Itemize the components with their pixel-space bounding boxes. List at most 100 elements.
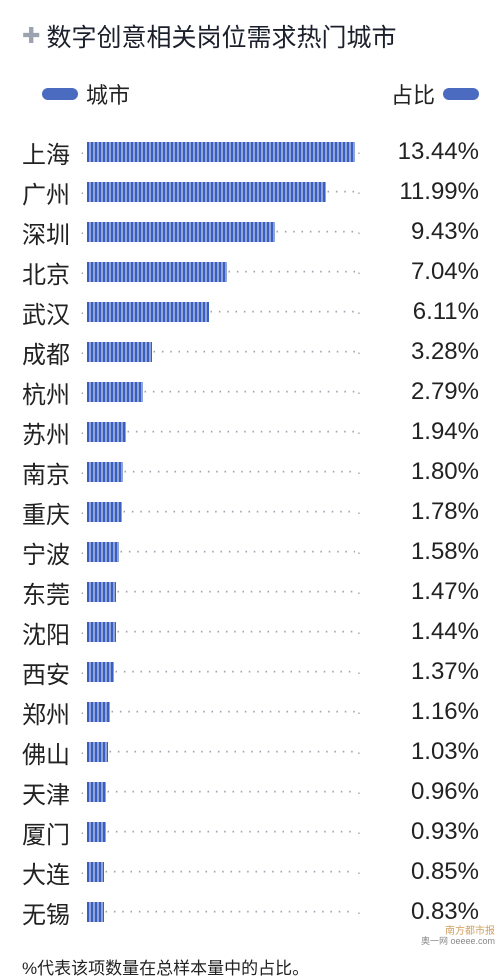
dot-leader: ········································ bbox=[114, 662, 355, 682]
pct-value: 1.94% bbox=[411, 418, 479, 446]
pct-value: 0.85% bbox=[411, 858, 479, 886]
dot-sep: · bbox=[355, 864, 364, 880]
pct-value: 3.28% bbox=[411, 338, 479, 366]
bar-area: ········································ bbox=[87, 462, 355, 482]
dot-sep: · bbox=[355, 304, 364, 320]
dot-sep: · bbox=[78, 744, 87, 760]
pct-value: 11.99% bbox=[399, 178, 479, 206]
legend-row: 城市 占比 bbox=[22, 78, 479, 110]
table-row: 上海 · ···································… bbox=[22, 132, 479, 172]
bar-area: ········································ bbox=[87, 142, 355, 162]
bar-area: ········································ bbox=[87, 702, 355, 722]
table-row: 佛山 · ···································… bbox=[22, 732, 479, 772]
dot-sep: · bbox=[78, 584, 87, 600]
bar-area: ········································ bbox=[87, 662, 355, 682]
dot-sep: · bbox=[355, 344, 364, 360]
dot-sep: · bbox=[78, 704, 87, 720]
dot-sep: · bbox=[355, 784, 364, 800]
dot-sep: · bbox=[355, 504, 364, 520]
city-name: 西安 bbox=[22, 655, 78, 690]
table-row: 深圳 · ···································… bbox=[22, 212, 479, 252]
bar bbox=[87, 142, 355, 162]
dot-leader: ········································ bbox=[116, 582, 355, 602]
dot-leader: ········································ bbox=[126, 422, 355, 442]
dot-leader: ········································ bbox=[123, 462, 355, 482]
bar bbox=[87, 702, 110, 722]
dot-sep: · bbox=[355, 224, 364, 240]
table-row: 武汉 · ···································… bbox=[22, 292, 479, 332]
pct-value: 7.04% bbox=[411, 258, 479, 286]
city-name: 深圳 bbox=[22, 215, 78, 250]
title-row: ✚ 数字创意相关岗位需求热门城市 bbox=[22, 18, 479, 54]
bar-area: ········································ bbox=[87, 542, 355, 562]
pct-value: 1.44% bbox=[411, 618, 479, 646]
dot-leader: ········································ bbox=[104, 902, 355, 922]
bar bbox=[87, 662, 114, 682]
bar-area: ········································ bbox=[87, 382, 355, 402]
dot-leader: ········································ bbox=[143, 382, 355, 402]
table-row: 南京 · ···································… bbox=[22, 452, 479, 492]
city-name: 东莞 bbox=[22, 575, 78, 610]
bar bbox=[87, 502, 122, 522]
bar bbox=[87, 182, 326, 202]
bar bbox=[87, 462, 123, 482]
bar-area: ········································ bbox=[87, 822, 355, 842]
city-name: 佛山 bbox=[22, 735, 78, 770]
bar-area: ········································ bbox=[87, 862, 355, 882]
table-row: 北京 · ···································… bbox=[22, 252, 479, 292]
dot-leader: ········································ bbox=[122, 502, 355, 522]
dot-sep: · bbox=[355, 744, 364, 760]
dot-sep: · bbox=[78, 304, 87, 320]
footnote: %代表该项数量在总样本量中的占比。 bbox=[22, 954, 479, 979]
city-name: 沈阳 bbox=[22, 615, 78, 650]
bar bbox=[87, 622, 116, 642]
dot-leader: ········································ bbox=[326, 182, 355, 202]
bar-area: ········································ bbox=[87, 782, 355, 802]
pct-value: 1.80% bbox=[411, 458, 479, 486]
city-name: 上海 bbox=[22, 135, 78, 170]
table-row: 厦门 · ···································… bbox=[22, 812, 479, 852]
dot-leader: ········································ bbox=[116, 622, 355, 642]
bar-area: ········································ bbox=[87, 902, 355, 922]
bar bbox=[87, 542, 119, 562]
bar bbox=[87, 782, 106, 802]
bar bbox=[87, 862, 104, 882]
pct-value: 1.16% bbox=[411, 698, 479, 726]
dot-sep: · bbox=[78, 904, 87, 920]
plus-icon: ✚ bbox=[22, 23, 40, 49]
bar-area: ········································ bbox=[87, 302, 355, 322]
dot-sep: · bbox=[355, 704, 364, 720]
dot-leader: ········································ bbox=[119, 542, 355, 562]
bar bbox=[87, 422, 126, 442]
pct-value: 1.37% bbox=[411, 658, 479, 686]
bar-area: ········································ bbox=[87, 582, 355, 602]
table-row: 苏州 · ···································… bbox=[22, 412, 479, 452]
pct-value: 9.43% bbox=[411, 218, 479, 246]
bar bbox=[87, 302, 209, 322]
legend-pct-label: 占比 bbox=[391, 78, 435, 110]
dot-sep: · bbox=[78, 224, 87, 240]
dot-sep: · bbox=[78, 264, 87, 280]
city-name: 大连 bbox=[22, 855, 78, 890]
chart-rows: 上海 · ···································… bbox=[22, 132, 479, 932]
dot-sep: · bbox=[78, 624, 87, 640]
dot-sep: · bbox=[355, 184, 364, 200]
pct-value: 0.96% bbox=[411, 778, 479, 806]
dot-sep: · bbox=[78, 824, 87, 840]
bar-area: ········································ bbox=[87, 742, 355, 762]
city-name: 武汉 bbox=[22, 295, 78, 330]
bar bbox=[87, 262, 227, 282]
legend-pill-right bbox=[443, 88, 479, 100]
dot-leader: ········································ bbox=[106, 782, 355, 802]
bar bbox=[87, 742, 108, 762]
dot-sep: · bbox=[78, 864, 87, 880]
dot-leader: ········································ bbox=[227, 262, 355, 282]
bar-area: ········································ bbox=[87, 502, 355, 522]
dot-sep: · bbox=[355, 584, 364, 600]
pct-value: 13.44% bbox=[398, 138, 479, 166]
bar-area: ········································ bbox=[87, 222, 355, 242]
bar bbox=[87, 382, 143, 402]
dot-sep: · bbox=[355, 904, 364, 920]
table-row: 广州 · ···································… bbox=[22, 172, 479, 212]
bar bbox=[87, 902, 104, 922]
